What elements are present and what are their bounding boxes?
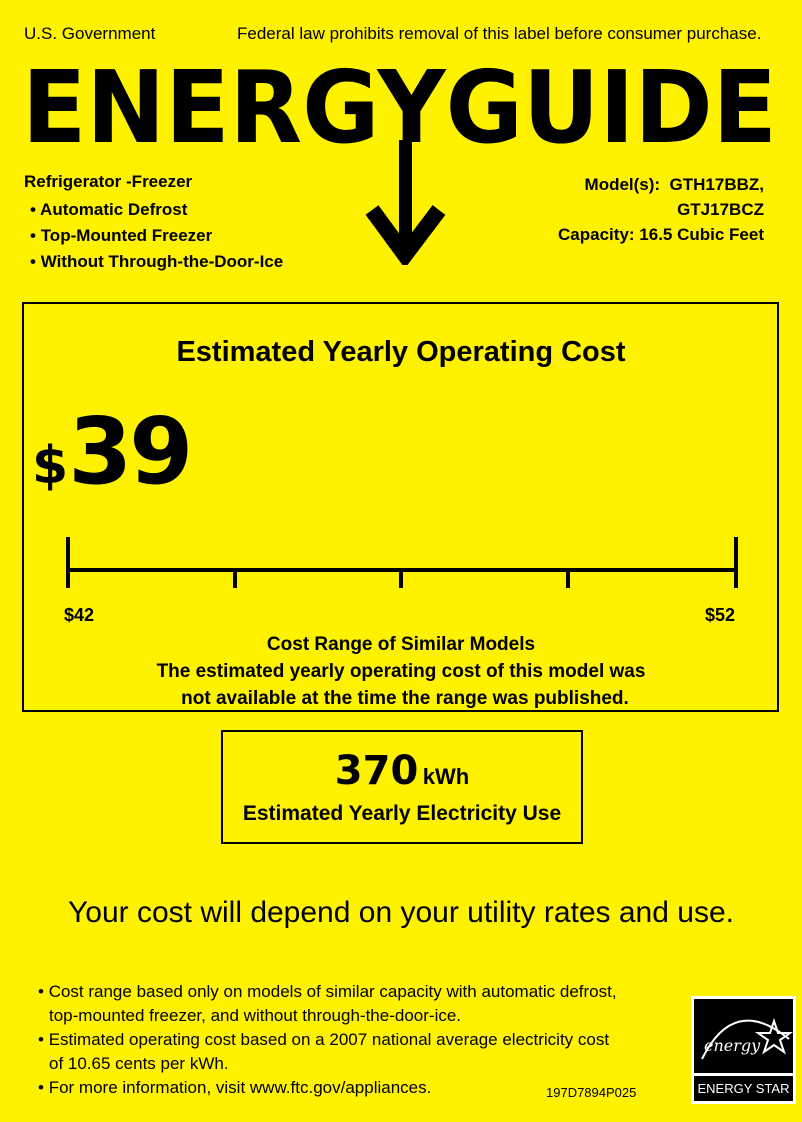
models-label: Model(s): [584,175,661,194]
yearly-cost: $39 [32,398,193,505]
range-note: not available at the time the range was … [181,688,629,709]
product-type: Refrigerator -Freezer [24,172,193,191]
operating-cost-box [22,302,779,712]
electricity-use-box [221,730,583,844]
footnotes: • Cost range based only on models of sim… [38,980,617,1100]
feature-item: • Top-Mounted Freezer [30,226,213,245]
energy-star-logo: energy ENERGY STAR [691,996,796,1104]
electricity-label: Estimated Yearly Electricity Use [242,802,562,825]
range-min: $42 [64,605,95,625]
disclaimer: Your cost will depend on your utility ra… [68,896,734,929]
energy-star-icon: energy [701,1017,793,1060]
cost-heading: Estimated Yearly Operating Cost [176,336,626,368]
down-arrow-icon [365,140,446,265]
feature-item: • Without Through-the-Door-Ice [30,252,284,271]
removal-notice: Federal law prohibits removal of this la… [237,24,762,43]
capacity: Capacity: 16.5 Cubic Feet [558,225,764,244]
model-info: Model(s): GTH17BBZ, GTJ17BCZ Capacity: 1… [558,172,764,247]
range-notes: Cost Range of Similar Models The estimat… [0,631,802,712]
label-code: 197D7894P025 [546,1085,637,1100]
svg-text:energy: energy [704,1036,761,1055]
model-number: GTH17BBZ, [669,175,764,194]
footnote: • Estimated operating cost based on a 20… [38,1030,610,1073]
footnote: • Cost range based only on models of sim… [38,982,617,1025]
us-government-label: U.S. Government [24,24,156,43]
cost-value: 39 [68,398,193,505]
footnote: • For more information, visit www.ftc.go… [38,1078,432,1097]
range-max: $52 [705,605,736,625]
feature-list: • Automatic Defrost • Top-Mounted Freeze… [30,197,283,275]
model-number: GTJ17BCZ [677,200,764,219]
range-note: The estimated yearly operating cost of t… [156,661,646,682]
range-title: Cost Range of Similar Models [266,634,536,655]
kwh-value: 370 kWh [334,748,470,794]
feature-item: • Automatic Defrost [30,200,188,219]
energy-star-text: ENERGY STAR [694,1076,793,1101]
currency-symbol: $ [32,436,69,496]
cost-range-scale [66,537,738,588]
